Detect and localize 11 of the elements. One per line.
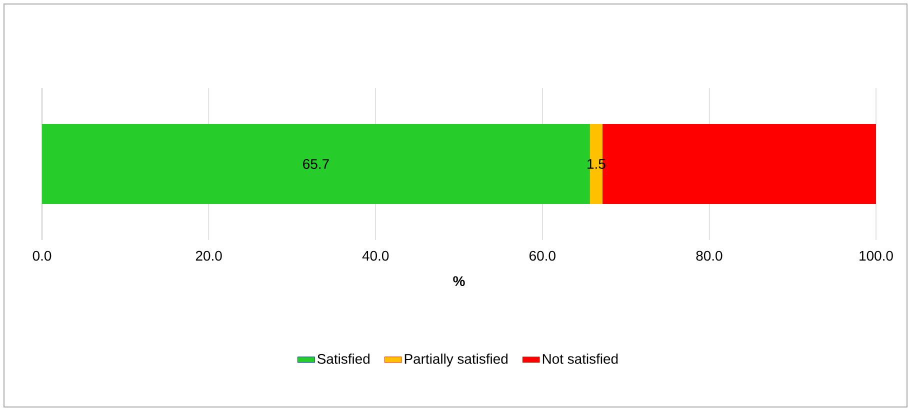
- data-label: 65.7: [303, 159, 329, 169]
- legend-label: Not satisfied: [542, 354, 618, 364]
- x-tick-label: 60.0: [530, 250, 556, 261]
- legend-label: Satisfied: [318, 354, 370, 364]
- legend-label: Partially satisfied: [404, 354, 508, 367]
- x-tick-label: 80.0: [696, 250, 722, 261]
- x-tick-label: 0.0: [32, 250, 52, 261]
- x-tick-label: 20.0: [196, 250, 222, 261]
- x-tick-label: 100.0: [860, 250, 893, 261]
- x-axis-title: %: [453, 276, 465, 286]
- x-tick-label: 40.0: [362, 250, 389, 261]
